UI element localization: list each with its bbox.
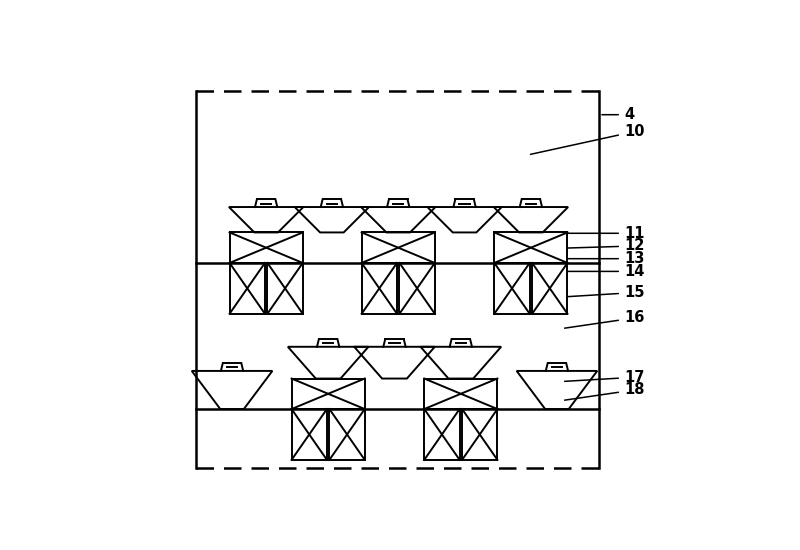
Text: 16: 16 (565, 311, 644, 328)
Text: 18: 18 (565, 382, 645, 400)
Text: 12: 12 (568, 239, 644, 254)
Text: 14: 14 (568, 264, 644, 279)
Bar (291, 409, 327, 460)
Bar (462, 409, 498, 460)
Bar (330, 409, 365, 460)
Bar (230, 233, 302, 263)
Text: 11: 11 (568, 226, 645, 241)
Text: 4: 4 (602, 107, 634, 122)
Bar (291, 378, 365, 409)
Bar (230, 263, 265, 313)
Bar (494, 233, 567, 263)
Bar (532, 263, 567, 313)
Bar (362, 263, 397, 313)
Text: 10: 10 (530, 124, 645, 155)
Text: 15: 15 (568, 285, 645, 300)
Text: 13: 13 (568, 251, 644, 266)
Bar (424, 378, 498, 409)
Bar (424, 409, 459, 460)
Bar (267, 263, 302, 313)
Bar (494, 263, 530, 313)
Text: 17: 17 (565, 370, 644, 385)
Bar (362, 233, 435, 263)
Bar (399, 263, 435, 313)
